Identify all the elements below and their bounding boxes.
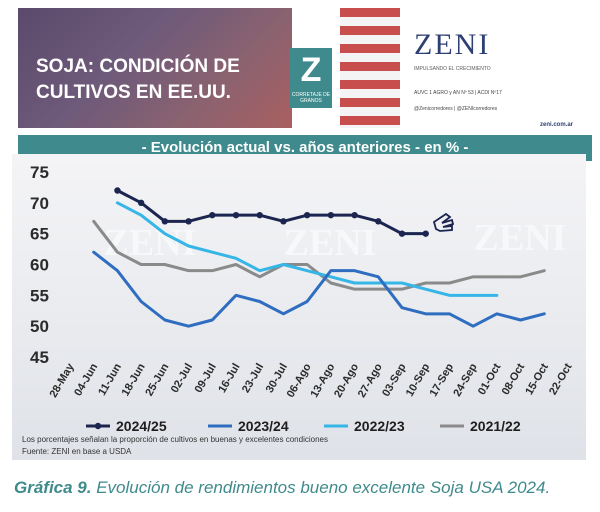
data-point — [303, 211, 311, 219]
y-tick-label: 65 — [30, 225, 49, 244]
source-text: Fuente: ZENI en base a USDA — [22, 447, 132, 456]
zeni-logo-icon: Z CORRETAJE DE GRANOS — [290, 48, 332, 108]
x-tick-label: 16-Jul — [216, 362, 242, 396]
data-point — [114, 187, 121, 194]
series-line — [92, 250, 546, 328]
data-point — [185, 218, 192, 225]
y-tick-label: 55 — [30, 286, 49, 305]
brand-tagline: IMPULSANDO EL CRECIMIENTO — [414, 66, 491, 72]
data-point — [209, 211, 216, 219]
x-tick-label: 22-Oct — [547, 361, 575, 397]
x-tick-label: 09-Jul — [193, 362, 219, 396]
x-tick-label: 24-Sep — [451, 361, 480, 398]
data-point — [422, 230, 429, 237]
data-point — [398, 230, 406, 237]
line-chart: ZENI ZENI ZENI4550556065707528-May04-Jun11… — [22, 163, 575, 456]
brand-registration: AUVC 1 AGRO y AN Nº 53 | ACDI Nº17 — [414, 90, 502, 96]
x-tick-label: 23-Jul — [240, 362, 266, 396]
data-point — [351, 211, 358, 219]
hand-pointer-icon — [432, 212, 455, 232]
y-tick-label: 50 — [30, 317, 49, 336]
legend-label: 2024/25 — [116, 418, 167, 434]
data-point — [232, 211, 240, 219]
legend-label: 2022/23 — [354, 418, 405, 434]
legend-marker — [94, 422, 102, 430]
caption-label: Gráfica 9. — [14, 478, 92, 497]
x-tick-label: 28-May — [48, 361, 77, 400]
logo-letter: Z — [300, 51, 322, 89]
watermark-text: ZENI — [474, 217, 567, 259]
data-point — [327, 211, 335, 219]
flag-graphic — [340, 8, 400, 128]
brand-website: zeni.com.ar — [540, 122, 574, 128]
chart-subtitle: - Evolución actual vs. años anteriores -… — [141, 139, 469, 156]
caption-text: Evolución de rendimientos bueno excelent… — [91, 478, 551, 497]
banner-title-line2: CULTIVOS EN EE.UU. — [36, 82, 231, 103]
logo-subtext: CORRETAJE DE GRANOS — [291, 92, 331, 104]
data-point — [375, 218, 382, 225]
brand-name: ZENI — [414, 28, 491, 61]
figure-caption: Gráfica 9. Evolución de rendimientos bue… — [14, 478, 550, 498]
x-tick-label: 25-Jun — [143, 361, 171, 398]
header-banner: SOJA: CONDICIÓN DE CULTIVOS EN EE.UU. — [18, 8, 292, 128]
data-point — [137, 199, 145, 207]
banner-title: SOJA: CONDICIÓN DE CULTIVOS EN EE.UU. — [36, 54, 296, 106]
banner-title-line1: SOJA: CONDICIÓN DE — [36, 56, 240, 77]
legend-label: 2023/24 — [238, 418, 289, 434]
legend-label: 2021/22 — [470, 418, 521, 434]
brand-contact: @Zenicorredores | @ZENIcorredores — [414, 106, 498, 112]
data-point — [280, 218, 287, 225]
series-line — [115, 189, 428, 236]
watermark-text: ZENI — [284, 222, 377, 264]
y-tick-label: 60 — [30, 256, 49, 275]
x-tick-label: 02-Jul — [169, 362, 195, 396]
y-tick-label: 75 — [30, 163, 49, 182]
series-line — [115, 201, 499, 297]
data-point — [256, 211, 263, 219]
y-tick-label: 70 — [30, 194, 49, 213]
footnote-text: Los porcentajes señalan la proporción de… — [22, 435, 328, 444]
y-tick-label: 45 — [30, 348, 49, 367]
data-point — [161, 218, 169, 225]
